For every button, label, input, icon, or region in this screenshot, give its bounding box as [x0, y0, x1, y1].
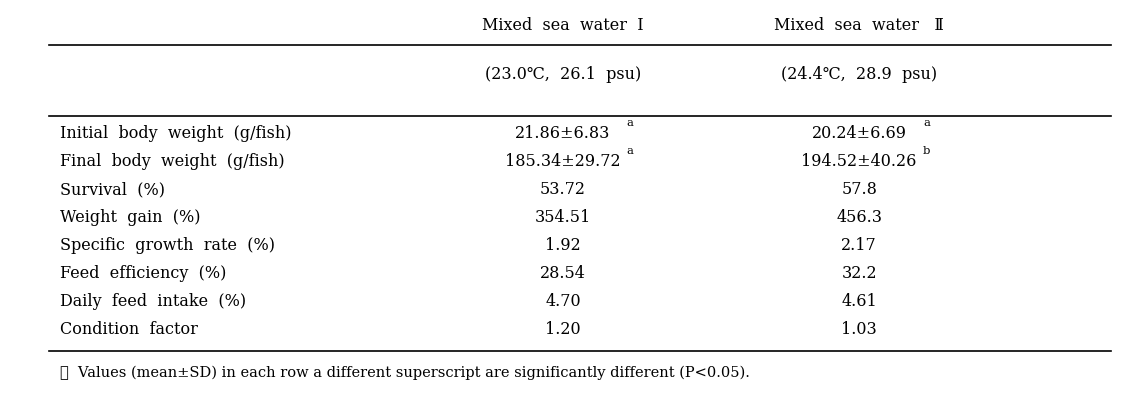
Text: 2.17: 2.17 [841, 237, 877, 254]
Text: a: a [627, 118, 634, 128]
Text: 4.70: 4.70 [545, 292, 581, 310]
Text: Final  body  weight  (g/fish): Final body weight (g/fish) [60, 153, 285, 170]
Text: b: b [923, 146, 930, 156]
Text: 32.2: 32.2 [841, 265, 877, 282]
Text: Condition  factor: Condition factor [60, 320, 198, 338]
Text: Feed  efficiency  (%): Feed efficiency (%) [60, 265, 226, 282]
Text: ※  Values (mean±SD) in each row a different superscript are significantly differ: ※ Values (mean±SD) in each row a differe… [60, 365, 750, 380]
Text: 1.92: 1.92 [545, 237, 581, 254]
Text: Mixed  sea  water   Ⅱ: Mixed sea water Ⅱ [775, 17, 944, 34]
Text: 57.8: 57.8 [841, 181, 877, 198]
Text: a: a [627, 146, 634, 156]
Text: 354.51: 354.51 [535, 209, 591, 226]
Text: 1.20: 1.20 [545, 320, 581, 338]
Text: Specific  growth  rate  (%): Specific growth rate (%) [60, 237, 275, 254]
Text: 1.03: 1.03 [841, 320, 877, 338]
Text: 21.86±6.83: 21.86±6.83 [516, 125, 610, 142]
Text: Initial  body  weight  (g/fish): Initial body weight (g/fish) [60, 125, 292, 142]
Text: a: a [923, 118, 930, 128]
Text: Daily  feed  intake  (%): Daily feed intake (%) [60, 292, 247, 310]
Text: 53.72: 53.72 [540, 181, 586, 198]
Text: Survival  (%): Survival (%) [60, 181, 166, 198]
Text: (24.4℃,  28.9  psu): (24.4℃, 28.9 psu) [781, 66, 937, 83]
Text: Weight  gain  (%): Weight gain (%) [60, 209, 200, 226]
Text: 194.52±40.26: 194.52±40.26 [802, 153, 917, 170]
Text: 185.34±29.72: 185.34±29.72 [506, 153, 620, 170]
Text: (23.0℃,  26.1  psu): (23.0℃, 26.1 psu) [485, 66, 641, 83]
Text: 456.3: 456.3 [837, 209, 882, 226]
Text: Mixed  sea  water  Ⅰ: Mixed sea water Ⅰ [482, 17, 644, 34]
Text: 20.24±6.69: 20.24±6.69 [812, 125, 906, 142]
Text: 28.54: 28.54 [540, 265, 586, 282]
Text: 4.61: 4.61 [841, 292, 877, 310]
